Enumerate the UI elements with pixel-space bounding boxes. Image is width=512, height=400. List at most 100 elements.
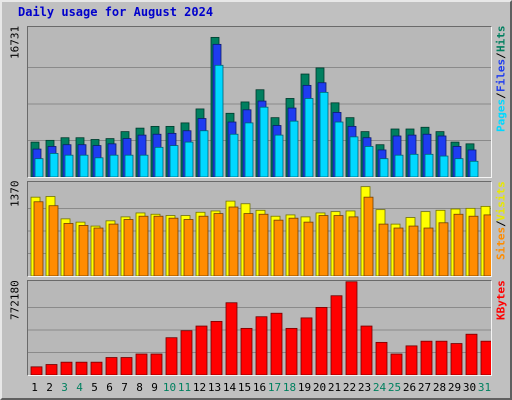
kbytes-bar: KBytes 10: 320000 [165,337,178,375]
x-tick-label: 17 [267,381,282,394]
x-tick-label: 20 [312,381,327,394]
kbytes-bar: KBytes 29: 270000 [450,343,463,375]
x-tick-label: 15 [237,381,252,394]
x-tick-label: 4 [76,381,83,394]
kbytes-bar: KBytes 24: 280000 [375,341,388,375]
pages-bar: Pages 2: 2700 [49,153,59,177]
kbytes-bar: KBytes 25: 180000 [390,353,403,375]
kbytes-bar: KBytes 1: 70000 [30,366,43,375]
kbytes-bar: KBytes 27: 290000 [420,340,433,375]
x-tick-label: 24 [372,381,387,394]
sites-bar: Sites 30: 910 [468,215,479,276]
kbytes-legend: KBytes [493,280,509,376]
sites-bar: Sites 29: 940 [453,213,464,276]
pages-bar: Pages 17: 4800 [274,134,284,177]
pages-bar: Pages 12: 5300 [199,130,209,177]
pages-bar: Pages 11: 4000 [184,141,194,177]
x-tick-label: 10 [162,381,177,394]
pages-bar: Pages 19: 9000 [304,98,314,177]
kbytes-bar: KBytes 23: 420000 [360,325,373,375]
kbytes-bar: KBytes 15: 400000 [240,327,253,375]
kbytes-bar: KBytes 26: 250000 [405,345,418,375]
x-tick-label: 11 [177,381,192,394]
visits-sites-legend: Sites / Visits [493,181,509,277]
sites-bar: Sites 1: 1130 [33,201,44,276]
legend-visits: Visits [494,181,508,221]
x-tick-label: 25 [387,381,402,394]
kbytes-bar: KBytes 9: 180000 [150,353,163,375]
kbytes-bar: KBytes 11: 380000 [180,330,193,375]
x-tick-label: 28 [432,381,447,394]
sites-bar: Sites 6: 790 [108,223,119,276]
x-tick-label: 7 [121,381,128,394]
x-tick-label: 6 [106,381,113,394]
pages-bar: Pages 10: 3600 [169,145,179,177]
sites-bar: Sites 20: 920 [318,215,329,276]
kbytes-bar: KBytes 31: 290000 [480,340,491,375]
legend-separator: / [494,52,508,60]
x-axis-day-labels: 1 2 3 4 5 6 7 8 9 10 11 12 13 14 15 16 17 18 19 20 21 22 23 24 2… [27,381,492,395]
kbytes-bar: KBytes 6: 150000 [105,357,118,375]
pages-bar: Pages 29: 2100 [454,158,464,177]
sites-bar: Sites 15: 950 [243,213,254,276]
x-tick-label: 22 [342,381,357,394]
legend-files: Files [494,59,508,93]
sites-bar: Sites 18: 880 [288,217,299,276]
x-tick-label: 12 [192,381,207,394]
legend-sites: Sites [494,227,508,261]
sites-bar: Sites 7: 860 [123,219,134,276]
kbytes-bar: KBytes 3: 110000 [60,361,73,375]
x-tick-label: 19 [297,381,312,394]
pages-bar: Pages 16: 8000 [259,106,269,177]
pages-bar: Pages 28: 2400 [439,155,449,177]
kbytes-bar: KBytes 17: 530000 [270,312,283,375]
kbytes-bar: KBytes 21: 680000 [330,295,343,375]
sites-bar: Sites 23: 1200 [363,196,374,276]
kbytes-bar: KBytes 7: 150000 [120,357,133,375]
x-tick-label: 27 [417,381,432,394]
sites-bar: Sites 4: 770 [78,225,89,276]
legend-hits: Hits [494,26,508,53]
sites-bar: Sites 10: 880 [168,217,179,276]
sites-bar: Sites 14: 1050 [228,206,239,276]
hits-y-max-label: 16731 [8,26,22,60]
x-tick-label: 14 [222,381,237,394]
kbytes-bar: KBytes 18: 400000 [285,327,298,375]
kbytes-bar: KBytes 20: 580000 [315,306,328,375]
kbytes-bar: KBytes 8: 180000 [135,353,148,375]
kbytes-bar: KBytes 12: 420000 [195,325,208,375]
x-tick-label: 31 [477,381,492,394]
x-tick-label: 2 [46,381,53,394]
pages-bar: Pages 23: 3500 [364,146,374,177]
pages-bar: Pages 9: 3400 [154,146,164,177]
sites-bar: Sites 19: 820 [303,221,314,276]
chart-title: Daily usage for August 2024 [18,5,214,19]
visits-y-max-label: 1370 [8,181,22,208]
x-tick-label: 16 [252,381,267,394]
sites-bar: Sites 27: 730 [423,227,434,276]
sites-bar: Sites 13: 950 [213,213,224,276]
hits-files-pages-legend: Pages / Files / Hits [493,26,509,178]
x-tick-label: 29 [447,381,462,394]
sites-bar: Sites 22: 900 [348,216,359,276]
sites-bar: Sites 24: 790 [378,223,389,276]
sites-bar: Sites 5: 730 [93,227,104,276]
kbytes-bar: KBytes 5: 110000 [90,361,103,375]
pages-bar: Pages 30: 1800 [469,160,479,177]
pages-bar: Pages 25: 2500 [394,154,404,177]
pages-bar: Pages 21: 6300 [334,121,344,177]
pages-bar: Pages 20: 9700 [319,91,329,177]
kbytes-panel: KBytes 1: 70000KBytes 2: 90000KBytes 3: … [27,280,492,376]
x-tick-label: 8 [136,381,143,394]
hits-files-pages-panel: Hits 1: 4000Hits 2: 4200Hits 3: 4500Hits… [27,26,492,178]
x-tick-label: 23 [357,381,372,394]
visits-sites-panel: Visits 1: 1200Visits 2: 1210Visits 3: 87… [27,181,492,277]
x-tick-label: 30 [462,381,477,394]
pages-bar: Pages 8: 2500 [139,154,149,177]
legend-kbytes: KBytes [494,280,508,320]
legend-separator: / [494,220,508,228]
hits-files-pages-plot: Hits 1: 4000Hits 2: 4200Hits 3: 4500Hits… [28,36,491,177]
kbytes-bar: KBytes 22: 800000 [345,281,358,375]
x-tick-label: 13 [207,381,222,394]
pages-bar: Pages 13: 12800 [214,64,224,177]
